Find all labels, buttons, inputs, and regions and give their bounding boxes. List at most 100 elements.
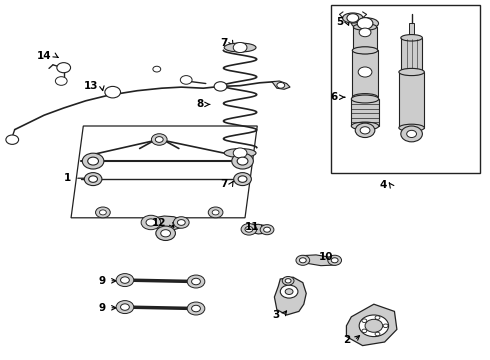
Circle shape — [331, 258, 338, 263]
Polygon shape — [274, 277, 306, 315]
Circle shape — [155, 137, 163, 143]
Text: 7: 7 — [220, 179, 228, 189]
Circle shape — [282, 276, 294, 285]
Text: 14: 14 — [37, 51, 51, 61]
Circle shape — [245, 226, 253, 232]
Circle shape — [362, 329, 367, 333]
Circle shape — [357, 18, 373, 29]
Circle shape — [161, 230, 171, 237]
Circle shape — [280, 285, 298, 298]
Text: 4: 4 — [380, 180, 387, 190]
Circle shape — [241, 224, 257, 235]
Circle shape — [383, 324, 388, 328]
Circle shape — [121, 277, 129, 283]
Circle shape — [285, 289, 293, 294]
Circle shape — [84, 173, 102, 186]
Circle shape — [187, 275, 205, 288]
Text: 11: 11 — [245, 222, 260, 232]
Text: 10: 10 — [318, 252, 333, 262]
Ellipse shape — [352, 18, 379, 29]
Ellipse shape — [351, 122, 379, 130]
Polygon shape — [346, 304, 397, 346]
Circle shape — [180, 76, 192, 84]
Bar — [399, 72, 424, 128]
Bar — [331, 5, 480, 173]
Text: 13: 13 — [83, 81, 98, 91]
Ellipse shape — [224, 43, 256, 52]
Circle shape — [82, 153, 104, 169]
Circle shape — [232, 153, 253, 169]
Circle shape — [233, 148, 247, 158]
Circle shape — [99, 210, 106, 215]
Ellipse shape — [399, 68, 424, 76]
Ellipse shape — [343, 13, 363, 23]
Circle shape — [375, 332, 380, 336]
Text: 12: 12 — [152, 218, 167, 228]
Bar — [409, 23, 414, 108]
Circle shape — [362, 319, 367, 323]
Polygon shape — [272, 81, 290, 89]
Circle shape — [6, 135, 19, 144]
Text: 1: 1 — [64, 173, 71, 183]
Circle shape — [359, 28, 371, 37]
Circle shape — [55, 77, 67, 85]
Ellipse shape — [224, 149, 256, 158]
Circle shape — [57, 63, 71, 73]
Circle shape — [277, 82, 285, 88]
Circle shape — [328, 255, 342, 265]
Circle shape — [214, 82, 227, 91]
Circle shape — [88, 157, 98, 165]
Circle shape — [156, 226, 175, 240]
Circle shape — [237, 157, 248, 165]
Circle shape — [192, 278, 200, 285]
Text: 9: 9 — [98, 303, 105, 313]
Ellipse shape — [352, 94, 378, 101]
Polygon shape — [245, 224, 271, 234]
Circle shape — [208, 207, 223, 218]
Circle shape — [407, 130, 416, 138]
Circle shape — [173, 217, 189, 228]
Ellipse shape — [353, 24, 377, 30]
Circle shape — [264, 227, 270, 232]
Circle shape — [238, 176, 247, 183]
Circle shape — [360, 127, 370, 134]
Circle shape — [177, 220, 185, 225]
Circle shape — [234, 173, 251, 186]
Bar — [353, 27, 377, 50]
Text: 8: 8 — [196, 99, 203, 109]
Circle shape — [375, 316, 380, 319]
Circle shape — [192, 305, 200, 312]
Ellipse shape — [352, 47, 378, 54]
Circle shape — [116, 274, 134, 287]
Circle shape — [105, 86, 121, 98]
Circle shape — [116, 301, 134, 314]
Circle shape — [121, 304, 129, 310]
Circle shape — [212, 210, 219, 215]
Polygon shape — [71, 126, 257, 218]
Circle shape — [187, 302, 205, 315]
Circle shape — [260, 225, 274, 235]
Bar — [351, 99, 379, 126]
Circle shape — [285, 279, 291, 283]
Circle shape — [89, 176, 98, 183]
Circle shape — [359, 315, 389, 337]
Circle shape — [296, 255, 310, 265]
Text: 3: 3 — [272, 310, 279, 320]
Ellipse shape — [399, 124, 424, 131]
Ellipse shape — [401, 69, 422, 75]
Text: 7: 7 — [220, 38, 228, 48]
Text: 6: 6 — [331, 92, 338, 102]
Ellipse shape — [401, 35, 422, 41]
Circle shape — [141, 215, 161, 230]
Circle shape — [151, 134, 167, 145]
Text: 9: 9 — [98, 276, 105, 286]
Ellipse shape — [351, 95, 379, 103]
Circle shape — [299, 258, 306, 263]
Circle shape — [347, 14, 359, 22]
Circle shape — [146, 219, 156, 226]
Circle shape — [153, 66, 161, 72]
Circle shape — [355, 123, 375, 138]
Ellipse shape — [353, 47, 377, 54]
Circle shape — [365, 319, 383, 332]
Circle shape — [401, 126, 422, 142]
